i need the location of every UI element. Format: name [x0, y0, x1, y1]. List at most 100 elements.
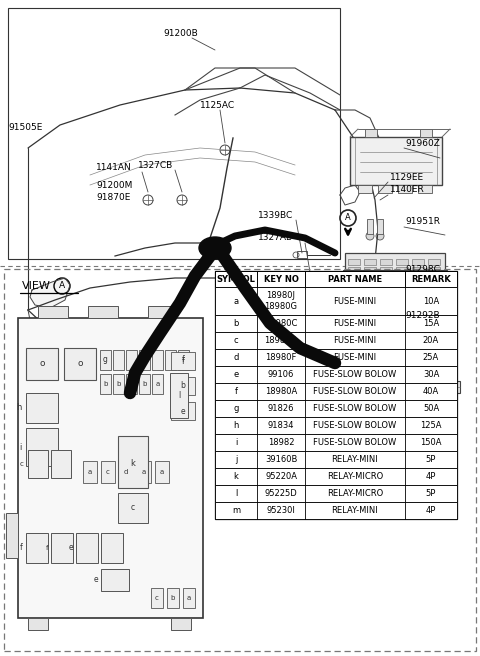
Text: RELAY-MINI: RELAY-MINI — [332, 455, 378, 464]
Text: 1140ER: 1140ER — [390, 186, 425, 194]
Bar — [215, 366, 457, 383]
Bar — [113, 374, 124, 394]
Text: 39160B: 39160B — [265, 455, 297, 464]
Bar — [28, 618, 48, 630]
Bar — [397, 320, 407, 370]
Text: A: A — [59, 281, 65, 291]
Bar — [371, 320, 381, 370]
Text: 95225D: 95225D — [264, 489, 298, 498]
Bar — [398, 185, 412, 193]
Text: 18980J: 18980J — [266, 291, 296, 300]
Text: FUSE-SLOW BOLOW: FUSE-SLOW BOLOW — [313, 370, 396, 379]
Bar — [155, 461, 169, 483]
Bar — [137, 461, 151, 483]
Circle shape — [340, 210, 356, 226]
Bar — [396, 267, 408, 273]
Bar — [428, 259, 440, 265]
Text: a: a — [160, 469, 164, 475]
Text: b: b — [142, 381, 147, 387]
Text: 91505E: 91505E — [8, 123, 42, 133]
Text: VIEW: VIEW — [22, 281, 51, 291]
Text: a: a — [142, 469, 146, 475]
Text: c: c — [19, 461, 23, 467]
Bar — [215, 434, 457, 451]
Bar — [420, 129, 432, 137]
Bar — [139, 350, 150, 370]
Text: c: c — [155, 595, 159, 601]
Bar — [215, 485, 457, 502]
Circle shape — [376, 232, 384, 240]
Bar — [215, 332, 457, 349]
Bar — [215, 468, 457, 485]
Bar — [347, 273, 357, 297]
Bar — [6, 513, 18, 558]
Bar — [84, 387, 94, 392]
Text: l: l — [235, 489, 237, 498]
Bar — [215, 400, 457, 417]
Bar — [51, 533, 73, 563]
Bar — [165, 350, 176, 370]
Text: b: b — [116, 381, 120, 387]
Text: 91834: 91834 — [268, 421, 294, 430]
Text: 18980G: 18980G — [264, 302, 298, 310]
Bar — [119, 461, 133, 483]
Text: 1129EE: 1129EE — [390, 173, 424, 182]
Text: FUSE-MINI: FUSE-MINI — [334, 353, 377, 362]
Bar — [100, 374, 111, 394]
Bar — [428, 267, 440, 273]
Text: FUSE-SLOW BOLOW: FUSE-SLOW BOLOW — [313, 387, 396, 396]
Bar — [365, 129, 377, 137]
Bar — [170, 373, 188, 418]
Text: 91200M: 91200M — [96, 180, 132, 190]
Bar — [118, 493, 148, 523]
Text: k: k — [131, 459, 135, 468]
Bar — [215, 383, 457, 400]
Bar — [4, 269, 476, 651]
Text: 91870E: 91870E — [96, 192, 131, 201]
Bar — [348, 259, 360, 265]
Bar — [118, 436, 148, 488]
Text: g: g — [103, 356, 108, 365]
Text: FUSE-SLOW BOLOW: FUSE-SLOW BOLOW — [313, 438, 396, 447]
Bar — [348, 267, 360, 273]
Bar — [215, 287, 457, 315]
Text: FUSE-SLOW BOLOW: FUSE-SLOW BOLOW — [313, 421, 396, 430]
Text: f: f — [182, 356, 185, 365]
Bar — [101, 569, 129, 591]
Bar — [126, 374, 137, 394]
Bar — [171, 377, 195, 395]
Text: g: g — [233, 404, 239, 413]
Text: 18980D: 18980D — [264, 336, 298, 345]
Bar — [178, 350, 189, 370]
Bar — [423, 320, 433, 370]
Text: RELAY-MICRO: RELAY-MICRO — [327, 472, 383, 481]
Bar — [18, 318, 203, 618]
Bar — [51, 450, 71, 478]
Polygon shape — [30, 278, 70, 308]
Bar — [380, 267, 392, 273]
Text: f: f — [181, 356, 184, 365]
Text: 91826: 91826 — [268, 404, 294, 413]
Text: 1327AB: 1327AB — [258, 234, 293, 243]
Text: 50A: 50A — [423, 404, 439, 413]
Text: e: e — [94, 575, 98, 584]
Bar — [152, 350, 163, 370]
Bar — [378, 185, 392, 193]
Text: b: b — [180, 382, 185, 390]
Text: 125A: 125A — [420, 421, 442, 430]
Bar — [384, 320, 394, 370]
Text: 10A: 10A — [423, 297, 439, 306]
Text: o: o — [39, 359, 45, 369]
Text: h: h — [17, 403, 22, 413]
Text: k: k — [234, 472, 239, 481]
Text: 40A: 40A — [423, 387, 439, 396]
Bar — [380, 259, 392, 265]
Text: 4P: 4P — [426, 472, 436, 481]
Text: b: b — [233, 319, 239, 328]
Ellipse shape — [199, 237, 231, 259]
Bar — [412, 259, 424, 265]
Text: d: d — [233, 353, 239, 362]
Text: FUSE-MINI: FUSE-MINI — [334, 297, 377, 306]
Text: e: e — [233, 370, 239, 379]
Bar — [358, 185, 372, 193]
